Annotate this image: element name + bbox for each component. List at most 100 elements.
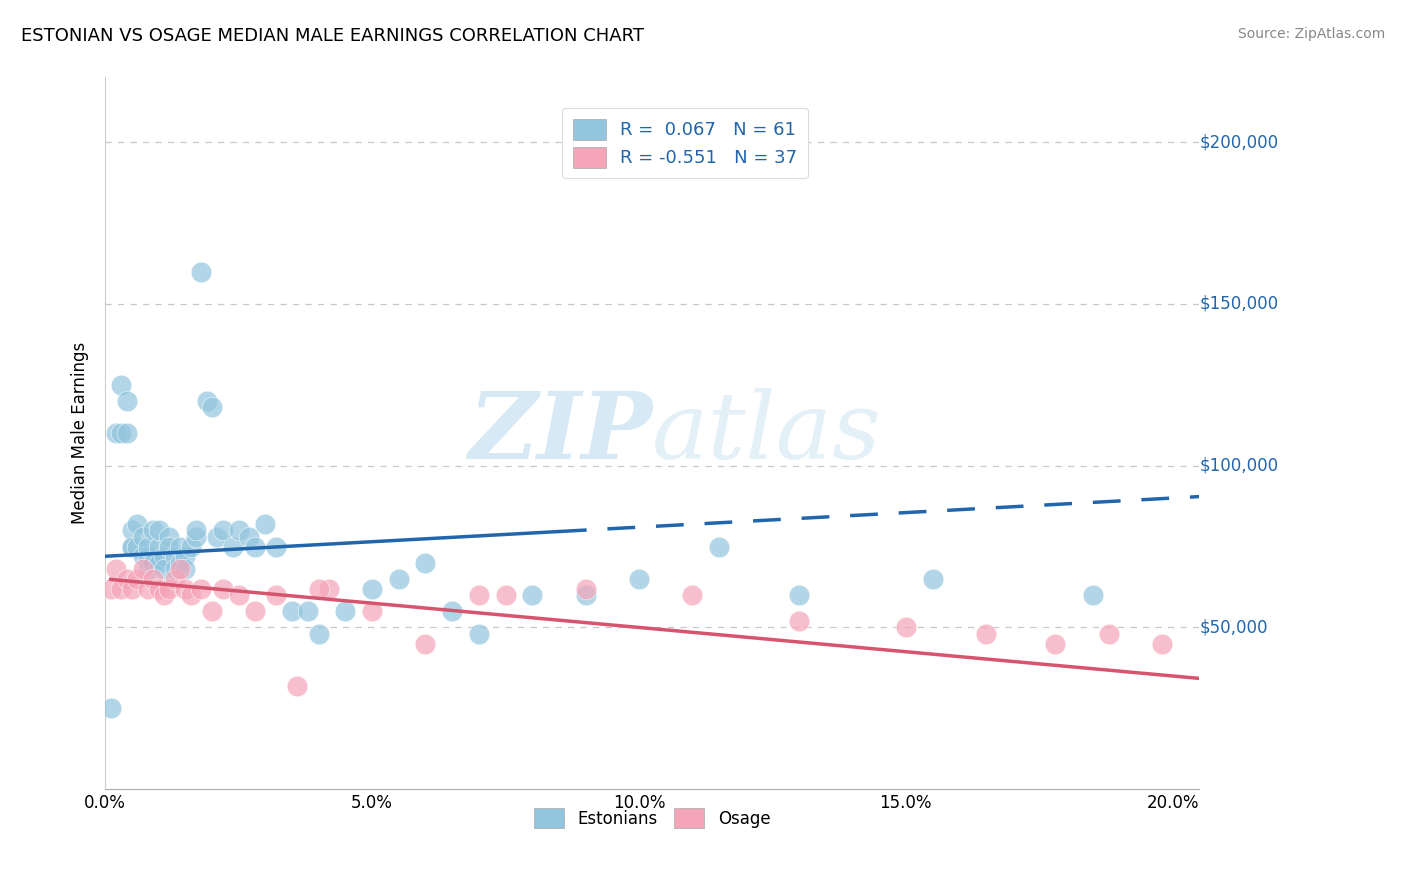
Point [157,530,180,544]
Point [142,572,165,586]
Point [121,540,143,554]
Point [115,394,138,409]
Point [254,516,277,531]
Point [441,604,464,618]
Point [169,562,191,576]
Point [174,549,197,564]
Point [318,582,340,596]
Text: Source: ZipAtlas.com: Source: ZipAtlas.com [1237,27,1385,41]
Point [163,549,186,564]
Point [180,588,202,602]
Point [100,701,122,715]
Point [148,540,170,554]
Point [974,627,997,641]
Point [180,540,202,554]
Point [388,572,411,586]
Point [100,582,122,596]
Point [574,588,596,602]
Point [148,582,170,596]
Point [201,401,224,415]
Point [361,582,384,596]
Point [163,572,186,586]
Point [211,524,233,538]
Point [110,426,132,441]
Point [136,562,159,576]
Point [131,549,153,564]
Point [148,524,170,538]
Point [153,562,176,576]
Point [190,264,212,278]
Point [574,582,596,596]
Point [894,620,917,634]
Point [707,540,730,554]
Text: $200,000: $200,000 [1199,133,1278,151]
Point [163,562,186,576]
Point [207,530,229,544]
Point [228,524,250,538]
Point [522,588,544,602]
Point [211,582,233,596]
Point [157,540,180,554]
Point [104,426,127,441]
Point [1098,627,1121,641]
Point [131,530,153,544]
Point [468,588,491,602]
Point [148,556,170,570]
Point [136,540,159,554]
Point [308,627,330,641]
Point [787,614,810,628]
Point [285,679,308,693]
Legend: Estonians, Osage: Estonians, Osage [527,802,778,834]
Point [243,540,266,554]
Point [110,582,132,596]
Point [361,604,384,618]
Point [110,377,132,392]
Text: $100,000: $100,000 [1199,457,1278,475]
Point [127,516,149,531]
Y-axis label: Median Male Earnings: Median Male Earnings [72,343,89,524]
Point [190,582,212,596]
Point [184,530,207,544]
Point [136,549,159,564]
Point [136,582,159,596]
Text: ESTONIAN VS OSAGE MEDIAN MALE EARNINGS CORRELATION CHART: ESTONIAN VS OSAGE MEDIAN MALE EARNINGS C… [21,27,644,45]
Point [142,556,165,570]
Point [127,572,149,586]
Point [121,524,143,538]
Point [415,637,437,651]
Point [169,556,191,570]
Point [264,540,287,554]
Point [308,582,330,596]
Point [121,582,143,596]
Point [415,556,437,570]
Point [115,426,138,441]
Point [264,588,287,602]
Point [195,394,218,409]
Point [335,604,357,618]
Point [222,540,245,554]
Point [157,582,180,596]
Point [468,627,491,641]
Point [153,549,176,564]
Point [297,604,319,618]
Point [127,540,149,554]
Point [787,588,810,602]
Point [627,572,650,586]
Point [495,588,517,602]
Point [238,530,260,544]
Point [131,562,153,576]
Point [121,540,143,554]
Point [174,582,197,596]
Point [142,524,165,538]
Point [281,604,304,618]
Point [681,588,703,602]
Point [169,540,191,554]
Point [174,562,197,576]
Point [1081,588,1104,602]
Point [228,588,250,602]
Point [153,588,176,602]
Point [243,604,266,618]
Point [184,524,207,538]
Point [104,562,127,576]
Point [1045,637,1067,651]
